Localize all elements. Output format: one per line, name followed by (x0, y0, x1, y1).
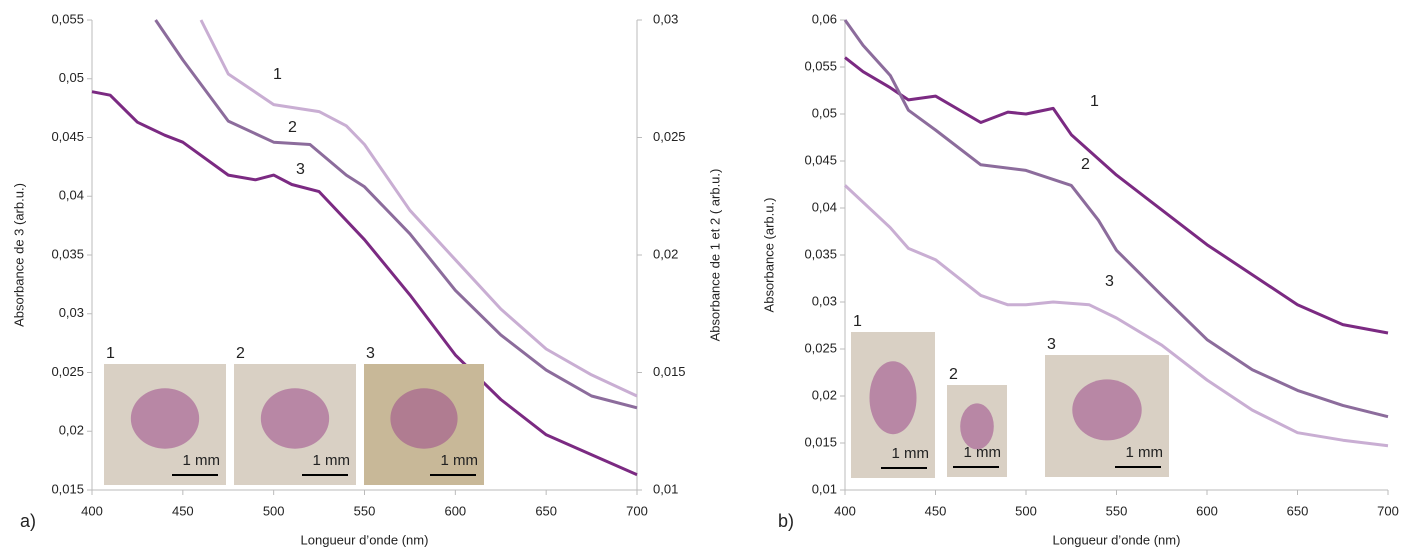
y-tick-label: 0,01 (812, 481, 837, 496)
x-tick-label: 550 (1106, 503, 1128, 518)
x-axis-title: Longueur d’onde (nm) (301, 532, 429, 547)
y-tick-label: 0,045 (804, 152, 837, 167)
x-tick-label: 450 (172, 503, 194, 518)
inset-label: 3 (366, 345, 375, 362)
x-tick-label: 600 (444, 503, 466, 518)
x-tick-label: 400 (81, 503, 103, 518)
x-tick-label: 700 (626, 503, 648, 518)
y-tick-label: 0,055 (51, 11, 84, 26)
y2-tick-label: 0,015 (653, 364, 686, 379)
scale-text: 1 mm (892, 445, 930, 462)
scale-text: 1 mm (313, 452, 351, 469)
y2-tick-label: 0,02 (653, 246, 678, 261)
y-tick-label: 0,035 (51, 246, 84, 261)
series-label: 2 (1081, 156, 1090, 173)
y-tick-label: 0,03 (812, 293, 837, 308)
x-tick-label: 550 (354, 503, 376, 518)
data-line (199, 19, 638, 398)
x-tick-label: 700 (1377, 503, 1399, 518)
x-tick-label: 400 (834, 503, 856, 518)
inset-stain (960, 403, 994, 450)
x-tick-label: 450 (925, 503, 947, 518)
y2-axis-title: Absorbance de 1 et 2 ( arb.u.) (707, 169, 722, 342)
y-tick-label: 0,06 (812, 11, 837, 26)
inset-label: 2 (236, 345, 245, 362)
series-label: 1 (1090, 93, 1099, 110)
data-line (843, 184, 1389, 448)
scale-text: 1 mm (441, 452, 479, 469)
y-tick-label: 0,02 (59, 423, 84, 438)
y-tick-label: 0,04 (812, 199, 837, 214)
x-tick-label: 500 (263, 503, 285, 518)
scale-text: 1 mm (964, 444, 1002, 461)
panel-label: b) (778, 511, 794, 531)
y-tick-label: 0,025 (51, 364, 84, 379)
y-tick-label: 0,05 (59, 70, 84, 85)
scale-text: 1 mm (183, 452, 221, 469)
y-axis-title: Absorbance (arb.u.) (761, 198, 776, 313)
inset-stain (1072, 379, 1142, 441)
y-tick-label: 0,025 (804, 340, 837, 355)
y2-tick-label: 0,01 (653, 481, 678, 496)
y-tick-label: 0,015 (804, 434, 837, 449)
inset-label: 3 (1047, 336, 1056, 353)
x-tick-label: 500 (1015, 503, 1037, 518)
inset-label: 1 (853, 313, 862, 330)
inset-label: 1 (106, 345, 115, 362)
y-tick-label: 0,035 (804, 246, 837, 261)
data-line (154, 19, 638, 410)
y-tick-label: 0,02 (812, 387, 837, 402)
x-tick-label: 650 (535, 503, 557, 518)
scale-text: 1 mm (1126, 444, 1164, 461)
series-label: 2 (288, 119, 297, 136)
y-tick-label: 0,045 (51, 129, 84, 144)
data-line (91, 90, 638, 477)
y-tick-label: 0,05 (812, 105, 837, 120)
x-tick-label: 650 (1287, 503, 1309, 518)
x-axis-title: Longueur d’onde (nm) (1053, 532, 1181, 547)
inset-stain (869, 361, 917, 435)
data-line (843, 19, 1389, 419)
x-tick-label: 600 (1196, 503, 1218, 518)
inset-stain (390, 388, 458, 449)
panel-label: a) (20, 511, 36, 531)
y-tick-label: 0,055 (804, 58, 837, 73)
inset-label: 2 (949, 366, 958, 383)
inset-stain (130, 388, 200, 449)
series-label: 3 (296, 161, 305, 178)
series-label: 1 (273, 66, 282, 83)
data-line (844, 56, 1389, 335)
inset-stain (260, 388, 330, 449)
y2-tick-label: 0,025 (653, 129, 686, 144)
y-tick-label: 0,04 (59, 188, 84, 203)
y-tick-label: 0,03 (59, 305, 84, 320)
y-tick-label: 0,015 (51, 481, 84, 496)
y2-tick-label: 0,03 (653, 11, 678, 26)
series-label: 3 (1105, 273, 1114, 290)
y-axis-title: Absorbance de 3 (arb.u.) (11, 183, 26, 327)
